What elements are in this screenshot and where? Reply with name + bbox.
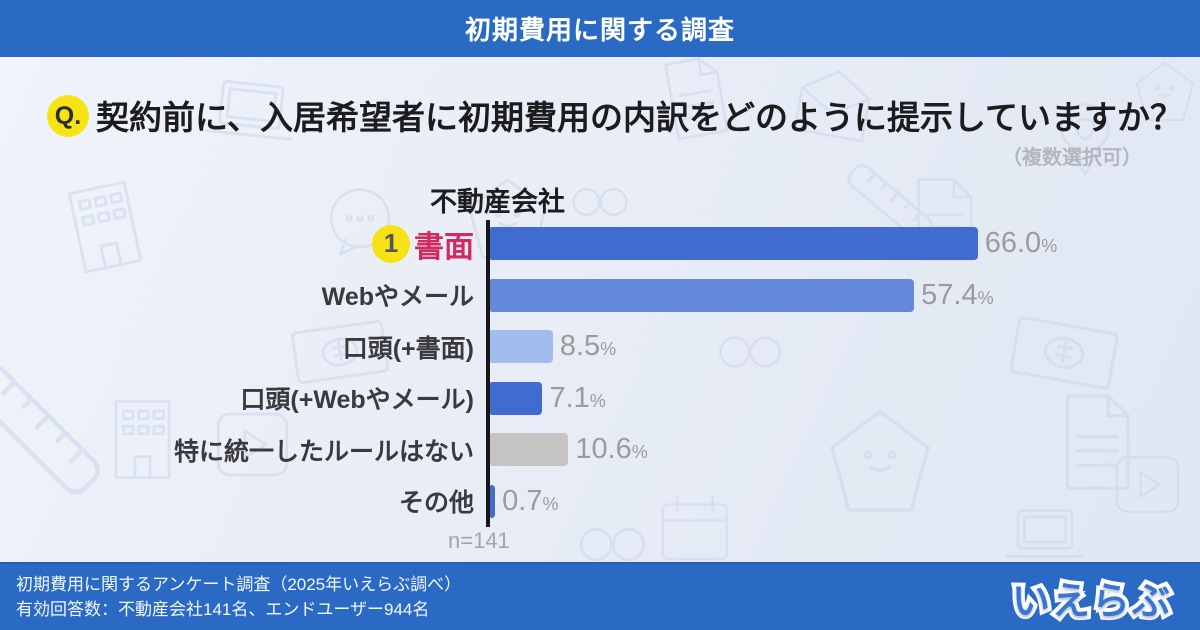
bar-label-0: 書面 bbox=[414, 230, 474, 264]
bar-label-4: 特に統一したルールはない bbox=[173, 437, 474, 466]
top-banner: 初期費用に関する調査 bbox=[0, 0, 1200, 57]
value-label-3: 7.1% bbox=[549, 381, 606, 414]
question-badge: Q. bbox=[47, 95, 89, 137]
rank-1-badge: 1 bbox=[372, 224, 410, 263]
bar-row-kouto-shomen: 口頭(+書面) 8.5% bbox=[0, 321, 1200, 373]
bar-label-2: 口頭(+書面) bbox=[342, 334, 474, 363]
bar-row-web-mail: Webやメール 57.4% bbox=[0, 270, 1200, 322]
bar-row-shomen: 1 書面 66.0% bbox=[0, 218, 1200, 270]
bar-label-1: Webやメール bbox=[321, 283, 474, 312]
footer-source-line: 初期費用に関するアンケート調査（2025年いえらぶ調べ） bbox=[16, 575, 462, 594]
value-label-2: 8.5% bbox=[559, 330, 617, 363]
chart-rows: 1 書面 66.0% Webやメール 57.4% 口 bbox=[0, 218, 1200, 527]
chart-axis-line bbox=[486, 220, 490, 527]
chart-group-label: 不動産会社 bbox=[430, 187, 565, 217]
question-block: Q. 契約前に、入居希望者に初期費用の内訳をどのように提示していますか？ （複数… bbox=[0, 95, 1200, 169]
bar-5 bbox=[490, 484, 496, 518]
bar-0 bbox=[490, 227, 978, 261]
multi-select-note: （複数選択可） bbox=[1002, 147, 1142, 169]
footer-bar: 初期費用に関するアンケート調査（2025年いえらぶ調べ） 有効回答数：不動産会社… bbox=[0, 562, 1200, 630]
sample-size-label: n=141 bbox=[448, 528, 510, 553]
value-label-4: 10.6% bbox=[575, 433, 648, 466]
bar-3 bbox=[490, 381, 543, 415]
question-text: 契約前に、入居希望者に初期費用の内訳をどのように提示していますか？ bbox=[96, 99, 1184, 136]
bar-row-other: その他 0.7% bbox=[0, 476, 1200, 528]
footer-respondents-line: 有効回答数：不動産会社141名、エンドユーザー944名 bbox=[16, 600, 430, 619]
bar-1 bbox=[490, 278, 915, 312]
bar-4 bbox=[490, 433, 569, 467]
main-area: Q. 契約前に、入居希望者に初期費用の内訳をどのように提示していますか？ （複数… bbox=[0, 57, 1200, 562]
value-label-0: 66.0% bbox=[984, 227, 1058, 260]
bar-row-no-rule: 特に統一したルールはない 10.6% bbox=[0, 424, 1200, 476]
banner-title: 初期費用に関する調査 bbox=[464, 15, 735, 45]
bar-label-5: その他 bbox=[398, 489, 474, 518]
bar-2 bbox=[490, 330, 553, 364]
bar-chart: 不動産会社 1 書面 66.0% Webやメール 57.4% bbox=[0, 180, 1200, 562]
bar-label-3: 口頭(+Webやメール) bbox=[240, 386, 474, 415]
bar-row-kouto-web: 口頭(+Webやメール) 7.1% bbox=[0, 373, 1200, 425]
ielove-logo: いえらぶ bbox=[1008, 577, 1174, 627]
value-label-5: 0.7% bbox=[502, 484, 559, 517]
value-label-1: 57.4% bbox=[921, 278, 994, 311]
